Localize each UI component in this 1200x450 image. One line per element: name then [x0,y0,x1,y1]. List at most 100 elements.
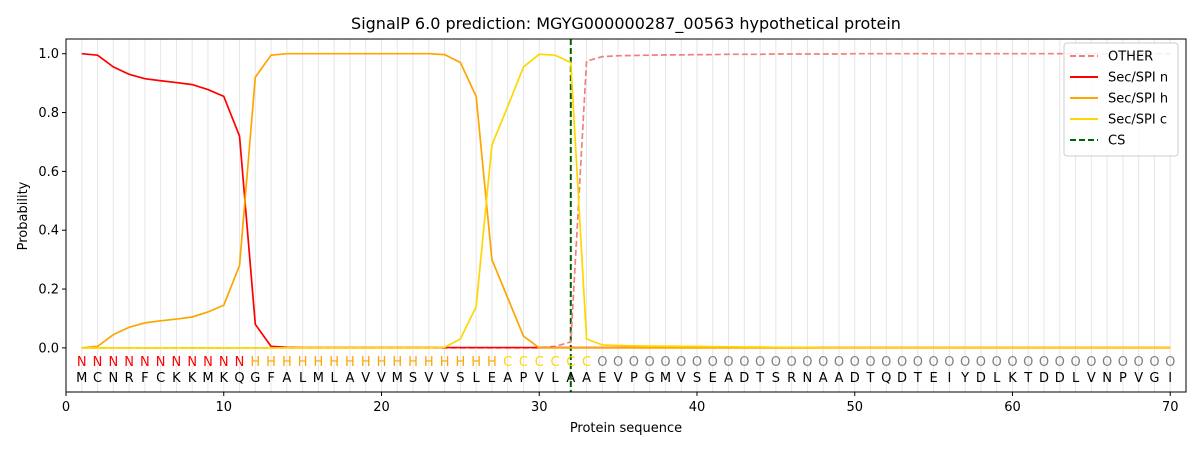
region-label: H [471,355,481,370]
region-label: O [976,355,986,370]
residue-letter: T [866,371,875,386]
residue-letter: A [724,371,733,386]
region-label: O [850,355,860,370]
region-label: O [787,355,797,370]
region-label: N [235,355,245,370]
y-axis-label: Probability [16,181,31,250]
region-label: H [250,355,260,370]
region-label: H [487,355,497,370]
residue-letter: G [1149,371,1159,386]
residue-letter: V [1134,371,1143,386]
region-label: O [1165,355,1175,370]
residue-letter: Q [881,371,891,386]
region-label: O [1023,355,1033,370]
region-label: O [1086,355,1096,370]
region-label: O [1102,355,1112,370]
residue-letter: E [709,371,717,386]
residue-letter: V [1087,371,1096,386]
region-label: N [124,355,134,370]
region-label: H [440,355,450,370]
residue-letter: V [535,371,544,386]
region-label: C [519,355,528,370]
residue-letter: N [1102,371,1112,386]
y-tick-label: 0.6 [38,165,59,180]
residue-letter: V [424,371,433,386]
residue-letter: A [582,371,591,386]
region-label: O [645,355,655,370]
region-label: N [203,355,213,370]
residue-letter: T [755,371,764,386]
region-label: C [503,355,512,370]
residue-letter: M [313,371,324,386]
region-label: O [723,355,733,370]
region-label: O [897,355,907,370]
region-label: O [676,355,686,370]
residue-letter: E [929,371,937,386]
grid-lines [81,39,1171,392]
region-label: O [771,355,781,370]
residue-letter: D [850,371,860,386]
region-label: O [755,355,765,370]
residue-letter: V [440,371,449,386]
residue-letter: L [331,371,339,386]
residue-letter: K [1008,371,1017,386]
region-label: O [818,355,828,370]
residue-letter: N [108,371,118,386]
residue-letter: I [947,371,951,386]
region-label: N [219,355,229,370]
residue-letter: K [219,371,228,386]
legend-label: Sec/SPI h [1108,92,1168,107]
residue-letter: P [1119,371,1127,386]
y-tick-label: 1.0 [38,47,59,62]
region-label: O [1007,355,1017,370]
region-label: N [156,355,166,370]
legend: OTHER Sec/SPI n Sec/SPI h Sec/SPI c CS [1063,42,1179,157]
x-tick-label: 20 [373,400,390,415]
x-tick-label: 50 [846,400,863,415]
y-tick-label: 0.0 [38,341,59,356]
residue-letter: L [1072,371,1080,386]
residue-letter: M [392,371,403,386]
plot-frame [65,38,1187,393]
region-label: O [1055,355,1065,370]
residue-letter: F [267,371,274,386]
region-label: H [408,355,418,370]
region-label: N [187,355,197,370]
residue-letter: A [835,371,844,386]
x-axis-ticks: 0 10 20 30 40 50 60 70 [62,392,1179,415]
residue-letter: A [503,371,512,386]
series-line-sec-spi-h [81,52,1171,349]
x-tick-label: 70 [1162,400,1179,415]
region-label: O [692,355,702,370]
residue-letter: S [693,371,701,386]
y-tick-label: 0.4 [38,224,59,239]
region-label: H [455,355,465,370]
residue-letter: R [125,371,134,386]
residue-letter: L [299,371,307,386]
legend-label: OTHER [1108,50,1153,65]
residue-letter: D [1039,371,1049,386]
region-label: O [708,355,718,370]
region-label: H [377,355,387,370]
region-label: O [660,355,670,370]
x-tick-label: 40 [689,400,706,415]
residue-letter: A [566,371,575,386]
series-lines [81,52,1171,349]
region-label: O [739,355,749,370]
region-label: O [992,355,1002,370]
chart-title: SignalP 6.0 prediction: MGYG000000287_00… [351,14,901,34]
residue-letter: C [156,371,165,386]
residue-letter: G [645,371,655,386]
residue-letter: R [787,371,796,386]
region-label: C [535,355,544,370]
region-label: O [960,355,970,370]
residue-letter: S [409,371,417,386]
residue-letter: L [551,371,559,386]
y-axis-ticks: 0.0 0.2 0.4 0.6 0.8 1.0 [38,47,66,356]
x-tick-label: 0 [62,400,70,415]
residue-letter: S [772,371,780,386]
region-label: O [1118,355,1128,370]
region-label: H [314,355,324,370]
region-label: N [77,355,87,370]
legend-label: Sec/SPI n [1108,71,1168,86]
